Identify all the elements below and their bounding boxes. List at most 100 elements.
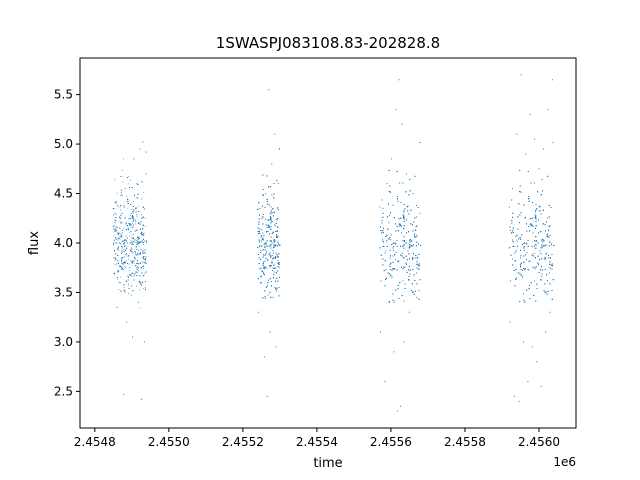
data-point [274,245,276,247]
data-point [269,252,271,254]
data-point [260,276,262,278]
data-point [267,294,269,296]
data-point [116,192,118,194]
data-point [138,246,140,248]
data-point [270,226,272,228]
data-point [141,232,143,233]
data-point [136,274,137,276]
data-point [122,232,123,234]
data-point [134,257,136,259]
data-point [119,242,120,244]
data-point [269,278,271,280]
data-point [136,263,138,264]
data-point [132,222,133,224]
data-point [259,241,260,243]
data-point [263,244,265,245]
data-point [138,222,140,224]
data-point [113,241,115,243]
data-point [273,239,275,241]
data-point [142,206,144,208]
data-point [120,290,122,292]
data-point [142,257,144,258]
data-point [276,287,278,289]
data-point [275,252,277,254]
data-point [263,267,264,269]
data-point [274,240,276,242]
data-point [259,268,261,270]
data-point [268,279,269,281]
data-point [127,284,129,286]
data-point [125,229,127,230]
data-point [131,242,133,244]
data-point [117,260,118,261]
data-point [137,263,139,265]
data-point [124,246,125,247]
data-point [145,271,147,273]
data-point [275,257,276,259]
data-point [123,248,125,250]
data-point [259,232,261,234]
data-point [265,253,267,255]
data-point [129,242,131,244]
data-point [266,245,268,247]
data-point [258,202,260,204]
data-point [144,249,146,251]
data-point [271,233,273,234]
data-point [117,247,119,249]
data-point [265,224,267,226]
data-point [260,267,262,269]
data-point [266,267,268,269]
data-point [262,174,264,176]
data-point [131,251,133,252]
data-point [270,218,272,220]
data-point [278,287,280,288]
data-point [118,289,120,290]
data-point [276,256,278,258]
data-point [271,194,273,196]
data-point [268,224,269,226]
data-point [272,267,274,269]
data-point [266,251,267,253]
data-point [130,274,132,275]
data-point [134,273,136,274]
data-point [129,235,130,237]
data-point [132,217,133,219]
data-point [265,286,267,288]
data-point [268,245,270,247]
data-point [270,220,272,222]
data-point [141,240,143,242]
data-point [123,243,125,245]
data-point [136,242,138,244]
data-point [144,240,146,242]
data-point [125,235,127,237]
data-point [119,227,121,229]
data-point [118,206,120,208]
data-point [131,209,133,210]
data-point [135,223,137,225]
data-point [119,236,121,237]
data-point [137,237,139,238]
data-point [278,295,280,297]
data-point [125,240,127,242]
data-point [131,285,132,287]
data-point [269,240,271,242]
data-point [120,243,122,245]
data-point [264,290,266,292]
data-point [113,214,115,216]
data-point [118,260,120,262]
data-point [137,238,139,240]
data-point [272,270,273,271]
data-point [273,271,275,273]
data-point [143,273,145,274]
data-point [273,245,275,247]
data-point [141,272,143,274]
data-point [263,214,264,215]
data-point [114,178,116,180]
data-point [128,175,130,177]
data-point [138,289,140,290]
data-point [129,215,131,217]
data-point [273,197,275,199]
data-point [136,244,138,245]
data-point [124,245,126,247]
data-point [132,252,134,254]
